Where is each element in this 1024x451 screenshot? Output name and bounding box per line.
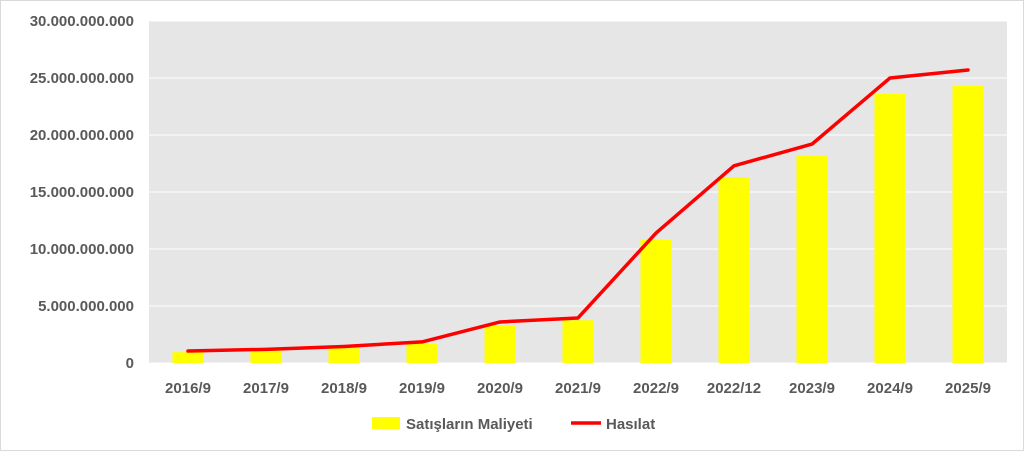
x-tick-label: 2021/9: [555, 380, 601, 397]
x-tick-label: 2016/9: [165, 380, 211, 397]
x-tick-label: 2017/9: [243, 380, 289, 397]
bar: [406, 343, 438, 363]
bar: [562, 320, 594, 363]
x-tick-label: 2019/9: [399, 380, 445, 397]
bar: [952, 85, 984, 363]
legend-swatch-satislarin-maliyeti: [372, 417, 400, 429]
x-tick-label: 2025/9: [945, 380, 991, 397]
bar: [484, 325, 516, 363]
y-tick-label: 15.000.000.000: [30, 184, 134, 201]
legend: Satışların Maliyeti Hasılat: [372, 416, 655, 433]
x-tick-label: 2022/12: [707, 380, 761, 397]
x-tick-label: 2022/9: [633, 380, 679, 397]
x-tick-label: 2023/9: [789, 380, 835, 397]
x-tick-label: 2018/9: [321, 380, 367, 397]
y-tick-label: 20.000.000.000: [30, 127, 134, 144]
bar-series-satislarin-maliyeti: [172, 85, 984, 364]
legend-label-hasilat: Hasılat: [606, 416, 655, 433]
bar: [796, 155, 828, 363]
bar: [640, 239, 672, 363]
y-tick-label: 0: [126, 355, 134, 372]
x-axis-ticks: 2016/9 2017/9 2018/9 2019/9 2020/9 2021/9 2022…: [165, 380, 991, 397]
bar: [250, 350, 282, 363]
legend-label-satislarin-maliyeti: Satışların Maliyeti: [406, 416, 533, 433]
bar: [874, 93, 906, 364]
y-tick-label: 30.000.000.000: [30, 13, 134, 30]
x-tick-label: 2020/9: [477, 380, 523, 397]
bar: [172, 352, 204, 363]
y-axis-ticks: 0 5.000.000.000 10.000.000.000 15.000.000.0…: [30, 13, 134, 372]
bar: [718, 177, 750, 363]
x-tick-label: 2024/9: [867, 380, 913, 397]
line-series-hasilat: [186, 68, 970, 353]
y-tick-label: 10.000.000.000: [30, 241, 134, 258]
bar: [328, 348, 360, 363]
gridlines: [149, 20, 1007, 364]
y-tick-label: 5.000.000.000: [38, 298, 134, 315]
y-tick-label: 25.000.000.000: [30, 70, 134, 87]
